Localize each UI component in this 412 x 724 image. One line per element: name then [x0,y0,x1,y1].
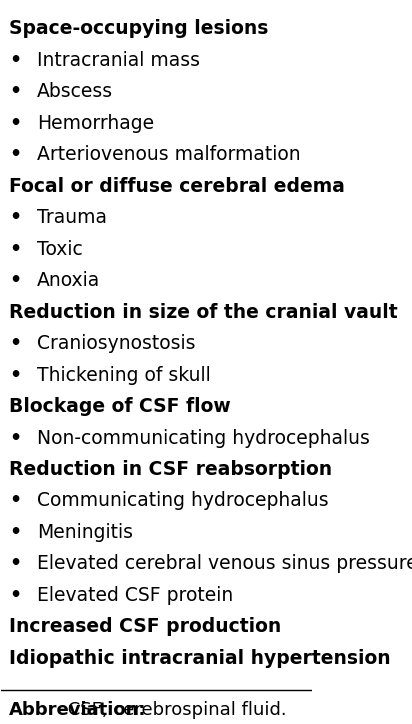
Text: Increased CSF production: Increased CSF production [9,618,281,636]
Text: Anoxia: Anoxia [37,271,101,290]
Text: Space-occupying lesions: Space-occupying lesions [9,20,269,38]
Text: Trauma: Trauma [37,209,107,227]
Text: Arteriovenous malformation: Arteriovenous malformation [37,146,301,164]
Text: •: • [9,366,21,384]
Text: •: • [9,51,21,70]
Text: •: • [9,83,21,101]
Text: •: • [9,271,21,290]
Text: Communicating hydrocephalus: Communicating hydrocephalus [37,492,329,510]
Text: Toxic: Toxic [37,240,83,258]
Text: Idiopathic intracranial hypertension: Idiopathic intracranial hypertension [9,649,391,668]
Text: Craniosynostosis: Craniosynostosis [37,334,196,353]
Text: Abbreviation:: Abbreviation: [9,701,147,719]
Text: •: • [9,586,21,605]
Text: Hemorrhage: Hemorrhage [37,114,154,132]
Text: Non-communicating hydrocephalus: Non-communicating hydrocephalus [37,429,370,447]
Text: Thickening of skull: Thickening of skull [37,366,211,384]
Text: •: • [9,114,21,132]
Text: Elevated CSF protein: Elevated CSF protein [37,586,234,605]
Text: Focal or diffuse cerebral edema: Focal or diffuse cerebral edema [9,177,345,195]
Text: •: • [9,334,21,353]
Text: Reduction in size of the cranial vault: Reduction in size of the cranial vault [9,303,398,321]
Text: Blockage of CSF flow: Blockage of CSF flow [9,397,231,416]
Text: Abscess: Abscess [37,83,113,101]
Text: •: • [9,555,21,573]
Text: •: • [9,209,21,227]
Text: •: • [9,523,21,542]
Text: •: • [9,240,21,258]
Text: •: • [9,429,21,447]
Text: Elevated cerebral venous sinus pressure: Elevated cerebral venous sinus pressure [37,555,412,573]
Text: •: • [9,146,21,164]
Text: CSF, cerebrospinal fluid.: CSF, cerebrospinal fluid. [62,701,287,719]
Text: Intracranial mass: Intracranial mass [37,51,200,70]
Text: Meningitis: Meningitis [37,523,133,542]
Text: •: • [9,492,21,510]
Text: Reduction in CSF reabsorption: Reduction in CSF reabsorption [9,460,332,479]
